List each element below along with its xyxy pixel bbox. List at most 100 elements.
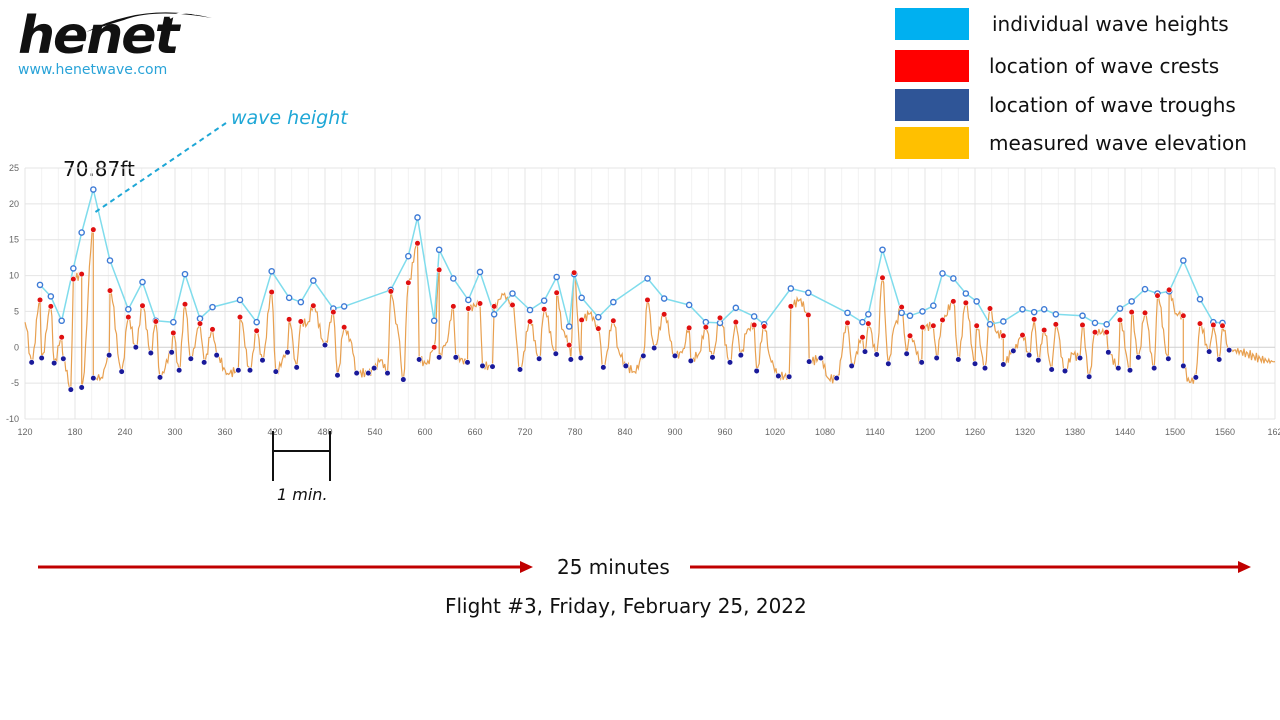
wave-crest-point	[152, 318, 159, 325]
legend-label: location of wave troughs	[989, 93, 1236, 117]
wave-height-point	[268, 267, 275, 275]
wave-trough-point	[687, 357, 694, 365]
wave-height-point	[285, 294, 293, 302]
wave-crest-point	[1019, 331, 1026, 339]
wave-trough-point	[28, 359, 35, 366]
wave-crest-point	[1031, 316, 1038, 323]
x-tick-label: 720	[517, 427, 532, 437]
wave-trough-point	[235, 367, 242, 374]
logo-swoosh-icon	[86, 11, 212, 32]
wave-crest-point	[732, 319, 739, 326]
wave-crest-point	[595, 325, 602, 332]
wave-height-point	[125, 305, 132, 313]
wave-crest-point	[1052, 321, 1059, 328]
wave-height-point	[1103, 321, 1110, 328]
wave-crest-point	[1166, 286, 1173, 294]
wave-trough-point	[90, 375, 97, 382]
legend-label: measured wave elevation	[989, 131, 1247, 155]
wave-height-point	[509, 290, 516, 297]
wave-crest-point	[310, 302, 317, 309]
wave-height-point	[1030, 308, 1038, 316]
legend-swatch	[895, 8, 969, 40]
logo-url: www.henetwave.com	[18, 62, 168, 78]
wave-crest-point	[491, 303, 498, 310]
wave-crest-point	[1210, 321, 1217, 329]
wave-height-point	[435, 246, 443, 254]
x-tick-label: 840	[617, 427, 632, 437]
wave-crest-point	[1180, 312, 1187, 319]
wave-trough-point	[640, 352, 647, 359]
wave-crest-point	[286, 316, 293, 323]
wave-crest-point	[610, 317, 617, 324]
x-tick-label: 1260	[965, 427, 985, 437]
wave-height-point	[1019, 305, 1026, 313]
wave-height-point	[973, 298, 980, 305]
wave-trough-point	[567, 356, 574, 363]
wave-trough-point	[489, 363, 496, 370]
wave-crest-point	[236, 314, 244, 321]
x-tick-label: 162	[1267, 427, 1280, 437]
legend-swatch	[895, 50, 969, 82]
wave-crest-point	[436, 266, 443, 273]
wave-trough-point	[168, 349, 175, 356]
y-tick-label: 10	[9, 271, 19, 281]
wave-trough-point	[726, 359, 734, 366]
wave-crest-point	[450, 303, 457, 310]
wave-height-point	[450, 275, 457, 282]
wave-trough-point	[384, 370, 391, 377]
wave-height-point	[1052, 310, 1060, 318]
wave-crest-point	[268, 288, 275, 296]
y-tick-label: -5	[11, 378, 19, 388]
wave-trough-point	[321, 342, 329, 349]
wave-crest-point	[859, 334, 866, 341]
x-tick-label: 900	[667, 427, 682, 437]
wave-height-point	[78, 229, 85, 236]
wave-trough-point	[737, 352, 744, 359]
x-tick-label: 1080	[815, 427, 835, 437]
wave-trough-point	[1126, 367, 1134, 374]
wave-crest-point	[986, 305, 994, 312]
wave-trough-point	[861, 348, 869, 355]
wave-crest-point	[36, 296, 44, 304]
wave-crest-point	[571, 269, 578, 276]
x-tick-label: 660	[467, 427, 482, 437]
wave-crest-point	[686, 324, 693, 332]
wave-trough-point	[1226, 347, 1233, 354]
wave-trough-point	[971, 360, 979, 367]
wave-height-point	[565, 323, 573, 330]
x-tick-label: 1140	[865, 427, 884, 437]
wave-trough-point	[833, 375, 840, 382]
wave-trough-point	[651, 344, 658, 352]
wave-trough-point	[1115, 364, 1122, 372]
wave-trough-point	[600, 364, 607, 371]
wave-crest-point	[1091, 329, 1099, 336]
x-tick-label: 240	[117, 427, 132, 437]
wave-crest-point	[761, 323, 768, 330]
wave-trough-point	[577, 354, 584, 362]
wave-height-point	[405, 252, 412, 260]
wave-crest-point	[330, 309, 337, 316]
wave-crest-point	[125, 314, 132, 321]
wave-trough-point	[106, 352, 113, 359]
legend-item-wave-crests: location of wave crests	[895, 50, 1275, 82]
wave-height-point	[610, 298, 617, 306]
flight-caption: Flight #3, Friday, February 25, 2022	[445, 594, 807, 618]
wave-crest-point	[405, 279, 412, 286]
duration-arrow-left	[38, 561, 533, 573]
wave-height-point	[660, 295, 668, 302]
legend-label: location of wave crests	[989, 54, 1220, 78]
wave-chart: 120 180 240 300 360 420 480 540 600 660 720 780 840 9…	[6, 163, 1280, 437]
wave-height-point	[181, 270, 189, 278]
wave-height-point	[644, 275, 651, 282]
wave-height-point	[1180, 257, 1187, 264]
wave-trough-point	[1061, 367, 1069, 375]
wave-height-point	[732, 304, 740, 312]
y-tick-label: 20	[9, 199, 19, 209]
y-tick-label: 0	[14, 342, 19, 352]
x-tick-label: 540	[367, 427, 382, 437]
wave-crest-point	[844, 319, 851, 327]
y-tick-label: 25	[9, 163, 19, 173]
wave-trough-point	[147, 349, 154, 357]
wave-trough-point	[1135, 354, 1142, 361]
wave-height-point	[1091, 319, 1099, 327]
